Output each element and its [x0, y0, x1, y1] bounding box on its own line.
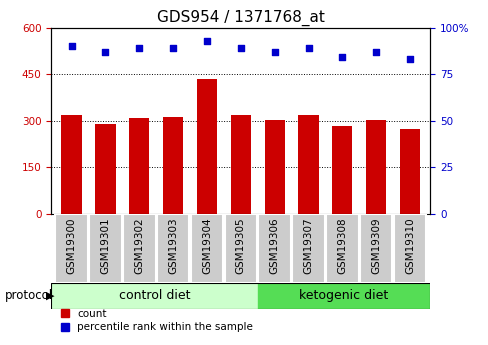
- Bar: [264, 120, 284, 214]
- Text: GSM19300: GSM19300: [66, 217, 77, 274]
- Text: ketogenic diet: ketogenic diet: [299, 289, 388, 302]
- Text: GSM19301: GSM19301: [100, 217, 110, 274]
- Bar: [257, 283, 429, 309]
- Point: [304, 45, 312, 51]
- Bar: [95, 125, 115, 214]
- FancyBboxPatch shape: [292, 214, 324, 283]
- Text: GSM19305: GSM19305: [235, 217, 245, 274]
- Text: control diet: control diet: [119, 289, 190, 302]
- Bar: [197, 79, 217, 214]
- Text: GSM19303: GSM19303: [168, 217, 178, 274]
- Text: GSM19310: GSM19310: [404, 217, 414, 274]
- Point: [270, 49, 278, 55]
- FancyBboxPatch shape: [89, 214, 122, 283]
- Text: ▶: ▶: [46, 291, 55, 301]
- FancyBboxPatch shape: [55, 214, 88, 283]
- Point: [203, 38, 210, 43]
- FancyBboxPatch shape: [190, 214, 223, 283]
- Text: GSM19309: GSM19309: [370, 217, 381, 274]
- Title: GDS954 / 1371768_at: GDS954 / 1371768_at: [157, 10, 324, 26]
- FancyBboxPatch shape: [258, 214, 290, 283]
- Bar: [366, 120, 386, 214]
- FancyBboxPatch shape: [393, 214, 426, 283]
- Text: GSM19308: GSM19308: [337, 217, 346, 274]
- FancyBboxPatch shape: [123, 214, 155, 283]
- Text: GSM19304: GSM19304: [202, 217, 212, 274]
- Bar: [61, 115, 81, 214]
- Point: [102, 49, 109, 55]
- Bar: [51, 283, 257, 309]
- Bar: [163, 117, 183, 214]
- Point: [338, 55, 346, 60]
- Point: [371, 49, 379, 55]
- FancyBboxPatch shape: [359, 214, 391, 283]
- Bar: [129, 118, 149, 214]
- Bar: [399, 129, 419, 214]
- Text: GSM19306: GSM19306: [269, 217, 279, 274]
- Bar: [230, 115, 250, 214]
- Text: protocol: protocol: [5, 289, 53, 302]
- Bar: [331, 126, 352, 214]
- Bar: [298, 115, 318, 214]
- Point: [236, 45, 244, 51]
- Point: [405, 57, 413, 62]
- FancyBboxPatch shape: [224, 214, 257, 283]
- Text: GSM19302: GSM19302: [134, 217, 144, 274]
- Point: [169, 45, 177, 51]
- Text: GSM19307: GSM19307: [303, 217, 313, 274]
- Point: [68, 43, 76, 49]
- Legend: count, percentile rank within the sample: count, percentile rank within the sample: [57, 305, 257, 336]
- FancyBboxPatch shape: [157, 214, 189, 283]
- FancyBboxPatch shape: [325, 214, 358, 283]
- Point: [135, 45, 143, 51]
